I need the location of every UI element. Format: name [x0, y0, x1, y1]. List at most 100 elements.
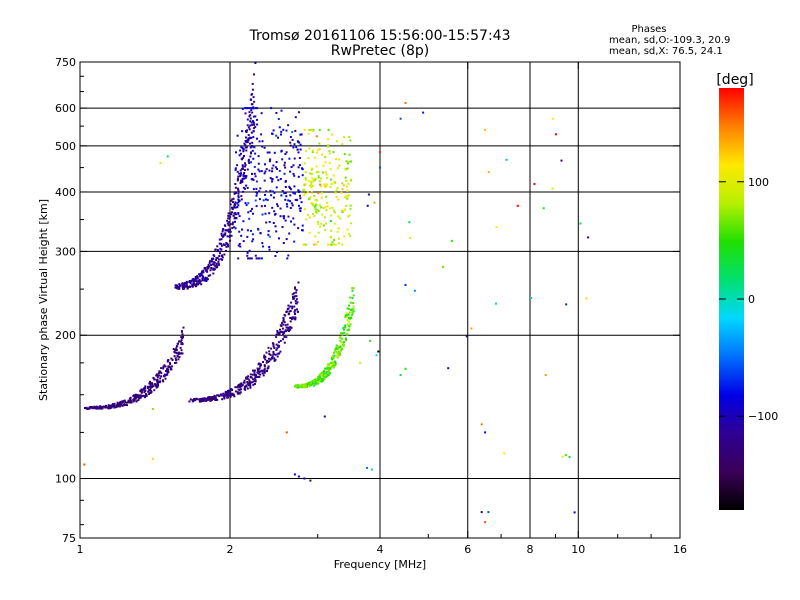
x-axis-ticks: 1 2 4 6 8 10 16	[77, 62, 687, 556]
echo-point	[170, 357, 173, 360]
echo-point	[151, 408, 154, 410]
echo-point	[245, 175, 248, 177]
data-points	[83, 62, 590, 524]
echo-point	[260, 205, 263, 208]
echo-point	[290, 318, 293, 321]
echo-point	[311, 202, 314, 205]
echo-point	[325, 209, 328, 212]
echo-point	[234, 167, 237, 170]
echo-point	[346, 329, 349, 331]
echo-point	[271, 356, 273, 359]
echo-point	[164, 377, 167, 380]
echo-point	[349, 204, 352, 207]
echo-point	[109, 404, 112, 407]
echo-point	[233, 204, 236, 207]
echo-point	[329, 366, 332, 369]
echo-point	[248, 115, 251, 118]
echo-point	[293, 292, 296, 295]
echo-point	[241, 164, 244, 167]
echo-point	[313, 384, 316, 387]
echo-point	[96, 405, 98, 408]
echo-point	[239, 383, 242, 386]
echo-point	[182, 285, 185, 287]
echo-point	[88, 406, 91, 409]
echo-point	[207, 274, 210, 277]
echo-point	[149, 382, 152, 385]
echo-point	[280, 109, 283, 112]
echo-point	[203, 277, 206, 280]
echo-point	[231, 221, 234, 224]
echo-point	[256, 371, 259, 374]
echo-point	[335, 345, 338, 348]
echo-point	[340, 348, 343, 351]
echo-point	[252, 383, 255, 386]
echo-point	[338, 237, 340, 240]
echo-point	[258, 140, 261, 143]
echo-point	[318, 128, 321, 131]
echo-point	[184, 285, 186, 288]
echo-point	[286, 329, 289, 332]
echo-point	[314, 177, 317, 180]
echo-point	[253, 146, 256, 149]
echo-point	[294, 286, 296, 289]
colorbar-tick-label: 100	[748, 176, 769, 189]
echo-point	[263, 179, 266, 182]
echo-point	[226, 222, 229, 225]
echo-point	[332, 151, 335, 154]
echo-point	[241, 167, 244, 170]
echo-point	[237, 195, 240, 198]
echo-point	[276, 352, 279, 355]
echo-point	[283, 192, 286, 195]
echo-point	[178, 283, 181, 286]
echo-point	[234, 390, 237, 393]
echo-point	[285, 238, 288, 241]
echo-point	[280, 130, 283, 133]
echo-point	[342, 343, 345, 346]
echo-point	[297, 281, 300, 284]
echo-point	[299, 143, 302, 146]
echo-point	[239, 149, 242, 152]
echo-point	[269, 158, 272, 161]
echo-point	[251, 123, 254, 126]
echo-point	[323, 183, 326, 186]
echo-point	[175, 351, 178, 354]
echo-point	[240, 179, 243, 182]
echo-point	[282, 333, 284, 336]
echo-point	[273, 359, 276, 362]
echo-point	[333, 211, 336, 214]
echo-point	[130, 399, 132, 402]
echo-point	[165, 373, 168, 376]
echo-point	[316, 208, 319, 211]
echo-point	[196, 276, 199, 279]
echo-point	[336, 167, 339, 170]
echo-point	[286, 205, 289, 208]
echo-point	[317, 223, 320, 226]
echo-point	[258, 367, 261, 370]
echo-point	[255, 191, 258, 194]
echo-point	[245, 384, 248, 387]
echo-point	[333, 182, 336, 185]
echo-point	[324, 229, 326, 232]
echo-point	[224, 393, 227, 396]
echo-point	[322, 374, 325, 377]
echo-point	[239, 152, 242, 155]
echo-point	[206, 267, 209, 270]
echo-point	[329, 372, 332, 375]
echo-point	[217, 260, 220, 263]
echo-point	[351, 308, 354, 311]
echo-point	[282, 338, 284, 341]
echo-point	[227, 243, 229, 246]
echo-point	[327, 371, 330, 374]
echo-point	[321, 213, 324, 216]
echo-point	[257, 227, 259, 230]
echo-point	[289, 141, 292, 144]
x-tick-label: 4	[377, 543, 384, 556]
echo-point	[257, 162, 260, 165]
echo-point	[181, 342, 184, 344]
echo-point	[289, 200, 292, 203]
echo-point	[217, 258, 220, 261]
echo-point	[247, 375, 250, 378]
echo-point	[246, 377, 249, 380]
echo-point	[319, 185, 322, 188]
echo-point	[242, 173, 245, 176]
